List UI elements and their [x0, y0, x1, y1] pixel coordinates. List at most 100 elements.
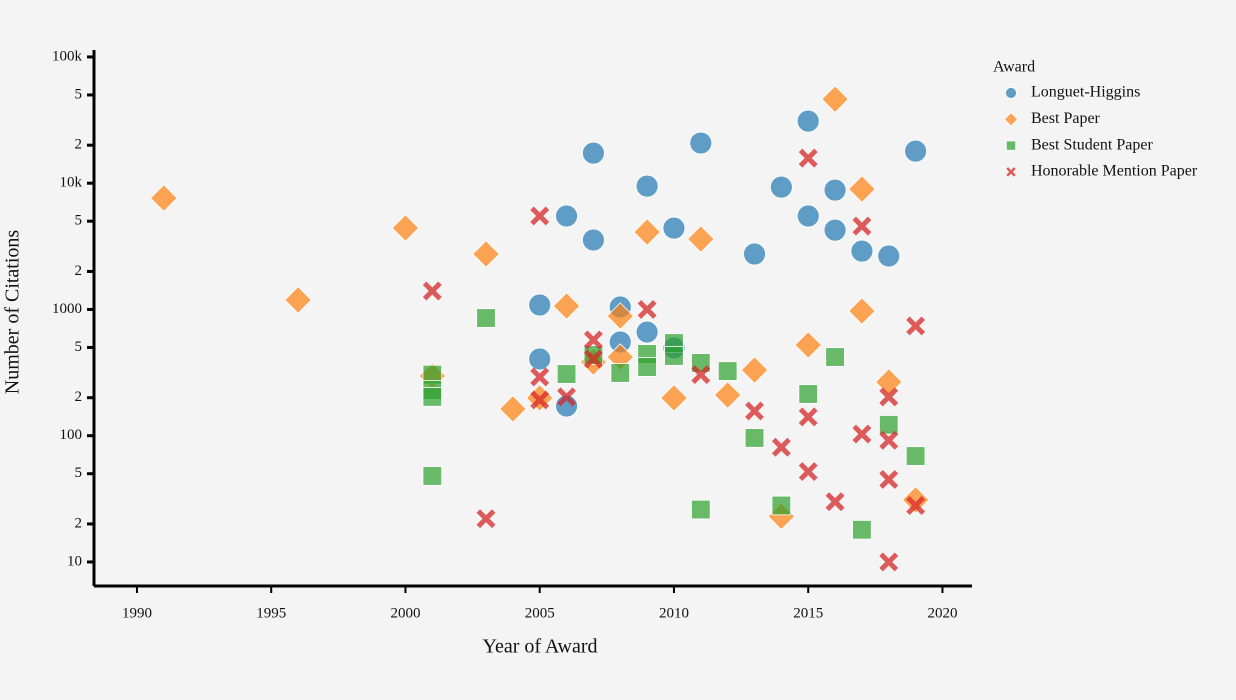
- point: [796, 204, 820, 228]
- y-tick-label: 2: [75, 389, 83, 405]
- point: [905, 446, 926, 466]
- point: [848, 297, 876, 325]
- point: [879, 415, 899, 435]
- point: [879, 387, 899, 407]
- x-tick-label: 2020: [927, 605, 957, 621]
- legend-label: Honorable Mention Paper: [1031, 163, 1198, 180]
- point: [821, 85, 849, 113]
- point: [717, 361, 738, 381]
- legend-marker: [1006, 167, 1016, 177]
- point: [472, 240, 500, 268]
- point: [422, 387, 443, 407]
- legend-label: Longuet-Higgins: [1031, 84, 1140, 101]
- point: [691, 499, 711, 520]
- point: [852, 216, 872, 236]
- point: [557, 387, 577, 407]
- point: [796, 109, 820, 133]
- legend-marker: [1003, 112, 1019, 127]
- point: [877, 244, 901, 268]
- point: [825, 347, 845, 367]
- point: [150, 184, 178, 212]
- point: [583, 345, 604, 365]
- point: [583, 349, 603, 369]
- x-tick-label: 1995: [256, 605, 286, 621]
- y-tick-label: 5: [75, 213, 83, 229]
- point: [499, 395, 527, 423]
- point: [556, 364, 577, 384]
- x-axis-title: Year of Award: [483, 636, 598, 658]
- legend-marker: [1005, 140, 1017, 151]
- point: [879, 552, 899, 572]
- point: [582, 141, 605, 165]
- legend-label: Best Paper: [1031, 110, 1101, 127]
- y-tick-label: 2: [75, 263, 83, 279]
- y-tick-label: 1000: [52, 301, 82, 317]
- point: [582, 228, 605, 252]
- point: [555, 204, 578, 228]
- point: [771, 437, 791, 457]
- point: [637, 299, 657, 319]
- point: [610, 363, 631, 383]
- point: [552, 292, 581, 320]
- point: [530, 206, 550, 226]
- point: [740, 356, 769, 384]
- plot-area: [150, 85, 930, 572]
- point: [530, 390, 550, 410]
- point: [769, 175, 793, 199]
- point: [530, 367, 550, 387]
- y-tick-label: 10k: [60, 175, 83, 191]
- point: [904, 139, 928, 163]
- x-tick-label: 1990: [122, 605, 152, 621]
- point: [874, 368, 903, 396]
- legend-marker: [1005, 87, 1017, 99]
- point: [583, 330, 603, 350]
- point: [823, 178, 847, 202]
- point: [662, 216, 686, 240]
- point: [852, 424, 872, 444]
- point: [744, 428, 765, 448]
- y-tick-label: 10: [67, 553, 82, 569]
- point: [689, 131, 713, 155]
- point: [691, 365, 711, 385]
- point: [745, 401, 764, 421]
- y-axis-title: Number of Citations: [2, 230, 24, 395]
- point: [713, 381, 742, 409]
- y-tick-label: 100: [60, 427, 83, 443]
- y-tick-label: 5: [75, 86, 83, 102]
- point: [743, 242, 766, 266]
- point: [879, 430, 899, 450]
- y-tick-label: 5: [75, 339, 83, 355]
- y-tick-label: 5: [75, 465, 83, 481]
- point: [660, 384, 688, 412]
- point: [906, 316, 926, 336]
- point: [798, 407, 818, 427]
- point: [476, 509, 496, 529]
- point: [901, 486, 930, 514]
- point: [906, 496, 926, 515]
- point: [825, 492, 845, 512]
- x-tick-label: 2005: [525, 605, 555, 621]
- point: [848, 175, 876, 203]
- y-tick-label: 2: [75, 137, 83, 153]
- point: [391, 214, 420, 242]
- point: [635, 320, 659, 344]
- point: [633, 218, 661, 246]
- point: [284, 286, 312, 314]
- x-tick-label: 2000: [390, 605, 420, 621]
- point: [798, 148, 818, 168]
- point: [635, 174, 659, 198]
- legend-label: Best Student Paper: [1031, 136, 1153, 153]
- point: [798, 462, 818, 482]
- point: [798, 384, 818, 404]
- point: [476, 308, 496, 328]
- y-tick-label: 100k: [52, 48, 83, 64]
- x-tick-label: 2015: [793, 605, 823, 621]
- point: [637, 357, 657, 377]
- y-tick-label: 2: [75, 515, 83, 531]
- x-tick-label: 2010: [659, 605, 689, 621]
- point: [606, 302, 635, 330]
- point: [528, 293, 552, 317]
- point: [422, 466, 443, 486]
- point: [794, 331, 822, 359]
